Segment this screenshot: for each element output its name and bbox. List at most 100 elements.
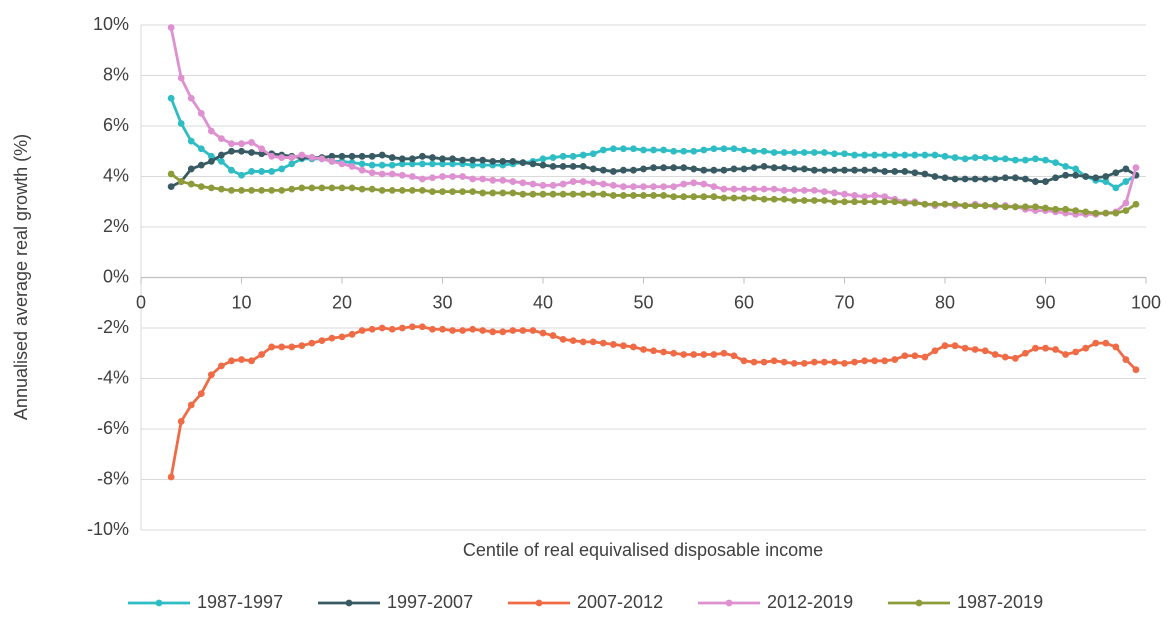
- data-point: [298, 151, 306, 159]
- data-point: [459, 173, 466, 180]
- data-point: [821, 166, 828, 174]
- data-point: [167, 94, 175, 102]
- data-point: [800, 149, 808, 156]
- data-point: [268, 152, 276, 160]
- data-point: [921, 353, 929, 361]
- data-point: [700, 166, 708, 174]
- data-point: [519, 179, 527, 187]
- data-point: [298, 342, 306, 350]
- legend-marker: [345, 599, 353, 607]
- data-point: [398, 324, 406, 332]
- data-point: [338, 333, 346, 341]
- data-point: [489, 176, 497, 184]
- data-point: [167, 183, 175, 191]
- x-tick-label: 80: [935, 292, 955, 312]
- data-point: [650, 192, 657, 199]
- data-point: [529, 180, 537, 188]
- data-point: [529, 190, 537, 198]
- data-point: [951, 154, 959, 161]
- data-point: [931, 151, 939, 159]
- data-point: [690, 147, 698, 155]
- data-point: [569, 337, 577, 345]
- data-point: [710, 145, 718, 153]
- data-point: [419, 160, 426, 168]
- data-point: [228, 147, 235, 155]
- data-point: [469, 188, 477, 196]
- data-point: [911, 199, 919, 207]
- data-point: [821, 149, 828, 156]
- data-point: [569, 190, 577, 198]
- data-point: [891, 356, 899, 363]
- data-point: [318, 337, 326, 345]
- data-point: [1011, 156, 1019, 164]
- data-point: [620, 166, 627, 174]
- data-point: [670, 147, 678, 155]
- data-point: [1132, 164, 1140, 172]
- data-point: [981, 154, 989, 161]
- data-point: [680, 351, 688, 358]
- data-point: [388, 186, 396, 194]
- data-point: [378, 170, 386, 178]
- data-point: [238, 140, 245, 148]
- data-point: [539, 181, 547, 189]
- data-point: [1022, 175, 1029, 183]
- data-point: [640, 183, 647, 191]
- data-point: [449, 160, 456, 168]
- data-point: [609, 192, 617, 199]
- data-point: [981, 347, 989, 355]
- data-point: [640, 346, 647, 353]
- data-point: [730, 352, 738, 360]
- data-point: [318, 184, 326, 192]
- data-point: [358, 152, 366, 160]
- data-point: [861, 166, 868, 174]
- data-point: [911, 169, 919, 177]
- data-point: [398, 160, 406, 168]
- y-tick-label: 2%: [103, 216, 129, 236]
- data-point: [529, 327, 537, 334]
- legend-label: 2012-2019: [767, 592, 853, 612]
- data-point: [871, 192, 879, 199]
- data-point: [278, 186, 286, 194]
- data-point: [258, 351, 265, 358]
- data-point: [1122, 178, 1130, 185]
- x-axis-title: Centile of real equivalised disposable i…: [463, 540, 823, 560]
- data-point: [197, 161, 205, 169]
- data-point: [177, 418, 185, 425]
- data-point: [298, 184, 306, 192]
- x-tick-label: 10: [231, 292, 251, 312]
- data-point: [228, 357, 235, 365]
- x-tick-label: 0: [136, 292, 146, 312]
- data-point: [680, 164, 688, 172]
- data-point: [589, 179, 597, 187]
- data-point: [800, 165, 808, 173]
- data-point: [1001, 174, 1009, 182]
- data-point: [348, 330, 356, 338]
- data-point: [177, 120, 185, 127]
- data-point: [861, 198, 868, 206]
- data-point: [620, 145, 627, 153]
- data-point: [1022, 349, 1029, 357]
- data-point: [841, 359, 848, 367]
- data-point: [700, 180, 708, 188]
- data-point: [288, 343, 296, 351]
- data-point: [971, 202, 979, 209]
- data-point: [539, 161, 547, 169]
- data-point: [1011, 174, 1019, 182]
- legend-label: 1987-1997: [197, 592, 283, 612]
- data-point: [951, 342, 959, 350]
- data-point: [660, 164, 667, 172]
- data-point: [670, 349, 678, 357]
- data-point: [218, 362, 225, 370]
- data-point: [1032, 344, 1039, 352]
- data-point: [439, 155, 446, 163]
- data-point: [1001, 203, 1009, 211]
- data-point: [559, 163, 567, 170]
- data-point: [921, 151, 929, 159]
- data-point: [469, 156, 477, 164]
- data-point: [911, 151, 919, 159]
- x-tick-label: 90: [1035, 292, 1055, 312]
- data-point: [489, 328, 497, 336]
- data-point: [810, 186, 818, 194]
- legend-marker: [535, 599, 543, 607]
